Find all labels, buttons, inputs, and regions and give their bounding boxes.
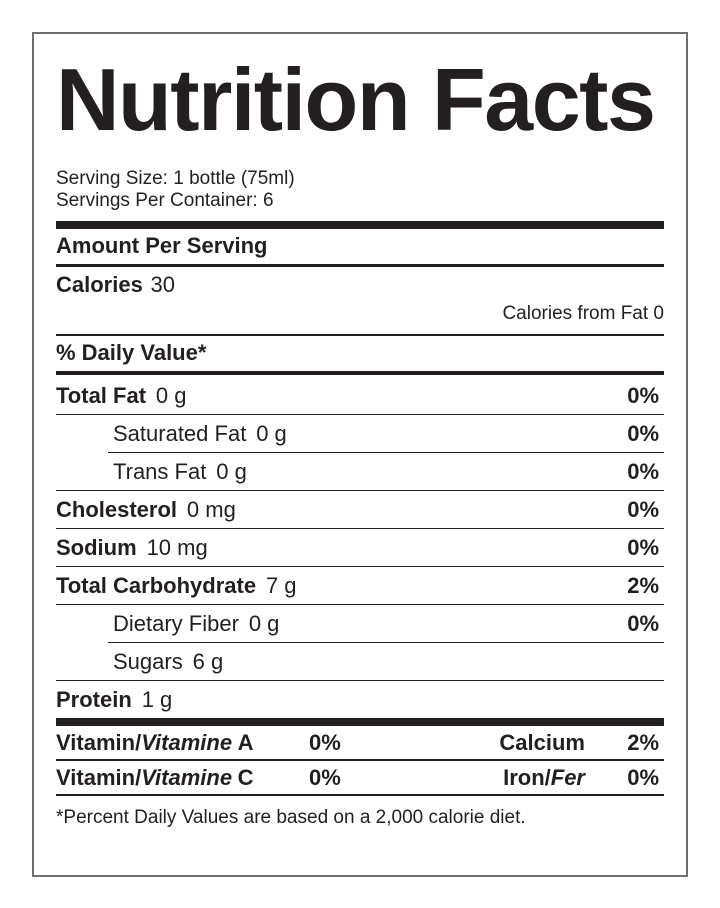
vitamin-label-en: Vitamin/ <box>56 764 142 790</box>
nutrient-name: Protein <box>56 686 132 712</box>
mineral-label: Iron/Fer <box>503 764 585 790</box>
nutrient-name: Sodium <box>56 534 137 560</box>
separator-rule <box>56 334 664 336</box>
vitamin-letter: C <box>237 764 254 790</box>
servings-per-container: Servings Per Container: 6 <box>56 190 274 211</box>
separator-rule <box>56 604 664 605</box>
mineral-pct: 0% <box>627 764 659 790</box>
nutrient-amount: 0 g <box>216 458 247 484</box>
nutrient-amount: 7 g <box>265 572 297 598</box>
nutrient-row-saturated-fat: Saturated Fat 0 g 0% <box>56 415 664 452</box>
label-title: Nutrition Facts <box>56 50 656 149</box>
nutrient-row-cholesterol: Cholesterol 0 mg 0% <box>56 491 664 528</box>
nutrient-amount: 0 mg <box>186 496 236 522</box>
calories-from-fat: Calories from Fat 0 <box>502 303 664 324</box>
vitamin-pct: 0% <box>309 764 341 790</box>
footnote: *Percent Daily Values are based on a 2,0… <box>56 807 526 828</box>
nutrient-name: Saturated Fat <box>113 420 247 446</box>
vitamin-label: Vitamin/Vitamine A <box>56 729 309 755</box>
nutrient-amount: 6 g <box>192 648 224 674</box>
nutrient-name: Total Fat <box>56 382 147 408</box>
nutrient-name: Sugars <box>113 648 183 674</box>
nutrient-amount: 0 g <box>155 382 187 408</box>
daily-value-header: % Daily Value* <box>56 340 207 365</box>
vitamin-label-en: Vitamin/ <box>56 729 142 755</box>
thick-divider <box>56 718 664 726</box>
nutrient-dv: 0% <box>627 382 659 408</box>
vitamin-label-fr: Vitamine <box>141 729 233 755</box>
calories-label: Calories <box>56 272 143 297</box>
vitamin-row-a-calcium: Vitamin/Vitamine A 0% Calcium 2% <box>56 726 664 761</box>
serving-info: Serving Size: 1 bottle (75ml) Servings P… <box>56 168 664 212</box>
mineral-label-en: Iron/ <box>503 764 551 790</box>
nutrient-row-trans-fat: Trans Fat 0 g 0% <box>56 453 664 490</box>
mineral-label-fr: Fer <box>550 764 585 790</box>
nutrient-amount: 0 g <box>256 420 287 446</box>
thick-divider <box>56 221 664 229</box>
nutrient-dv: 2% <box>627 572 659 598</box>
separator-rule <box>56 566 664 567</box>
nutrition-facts-label: Nutrition Facts Serving Size: 1 bottle (… <box>32 32 688 877</box>
nutrient-row-total-carbohydrate: Total Carbohydrate 7 g 2% <box>56 567 664 604</box>
nutrient-dv: 0% <box>627 610 659 636</box>
mineral-label: Calcium <box>499 729 585 755</box>
serving-size: Serving Size: 1 bottle (75ml) <box>56 168 295 189</box>
nutrient-name: Total Carbohydrate <box>56 572 257 598</box>
nutrient-name: Dietary Fiber <box>113 610 239 636</box>
vitamin-letter: A <box>237 729 254 755</box>
separator-rule <box>56 680 664 681</box>
nutrient-name: Trans Fat <box>113 458 207 484</box>
separator-rule <box>56 528 664 529</box>
nutrient-amount: 10 mg <box>146 534 208 560</box>
separator-rule <box>56 264 664 267</box>
nutrient-dv: 0% <box>627 420 659 446</box>
separator-rule <box>108 452 664 453</box>
mineral-label-en: Calcium <box>499 729 585 755</box>
nutrient-amount: 0 g <box>248 610 280 636</box>
nutrient-dv: 0% <box>627 496 659 522</box>
separator-rule <box>56 414 664 415</box>
calories-value: 30 <box>150 272 175 297</box>
vitamin-pct: 0% <box>309 729 341 755</box>
nutrient-name: Cholesterol <box>56 496 178 522</box>
nutrient-amount: 1 g <box>141 686 173 712</box>
nutrient-row-sodium: Sodium 10 mg 0% <box>56 529 664 566</box>
vitamin-label: Vitamin/Vitamine C <box>56 764 309 790</box>
separator-rule <box>56 490 664 491</box>
mineral-pct: 2% <box>627 729 659 755</box>
vitamin-row-c-iron: Vitamin/Vitamine C 0% Iron/Fer 0% <box>56 761 664 796</box>
vitamin-label-fr: Vitamine <box>141 764 233 790</box>
nutrient-dv: 0% <box>627 458 659 484</box>
nutrient-row-dietary-fiber: Dietary Fiber 0 g 0% <box>56 605 664 642</box>
amount-per-serving-header: Amount Per Serving <box>56 233 268 258</box>
nutrient-row-sugars: Sugars 6 g <box>56 643 664 680</box>
calories-row: Calories 30 <box>56 273 664 297</box>
nutrient-dv: 0% <box>627 534 659 560</box>
nutrient-row-total-fat: Total Fat 0 g 0% <box>56 377 664 414</box>
separator-rule <box>56 371 664 375</box>
separator-rule <box>108 642 664 643</box>
nutrient-row-protein: Protein 1 g <box>56 681 664 718</box>
